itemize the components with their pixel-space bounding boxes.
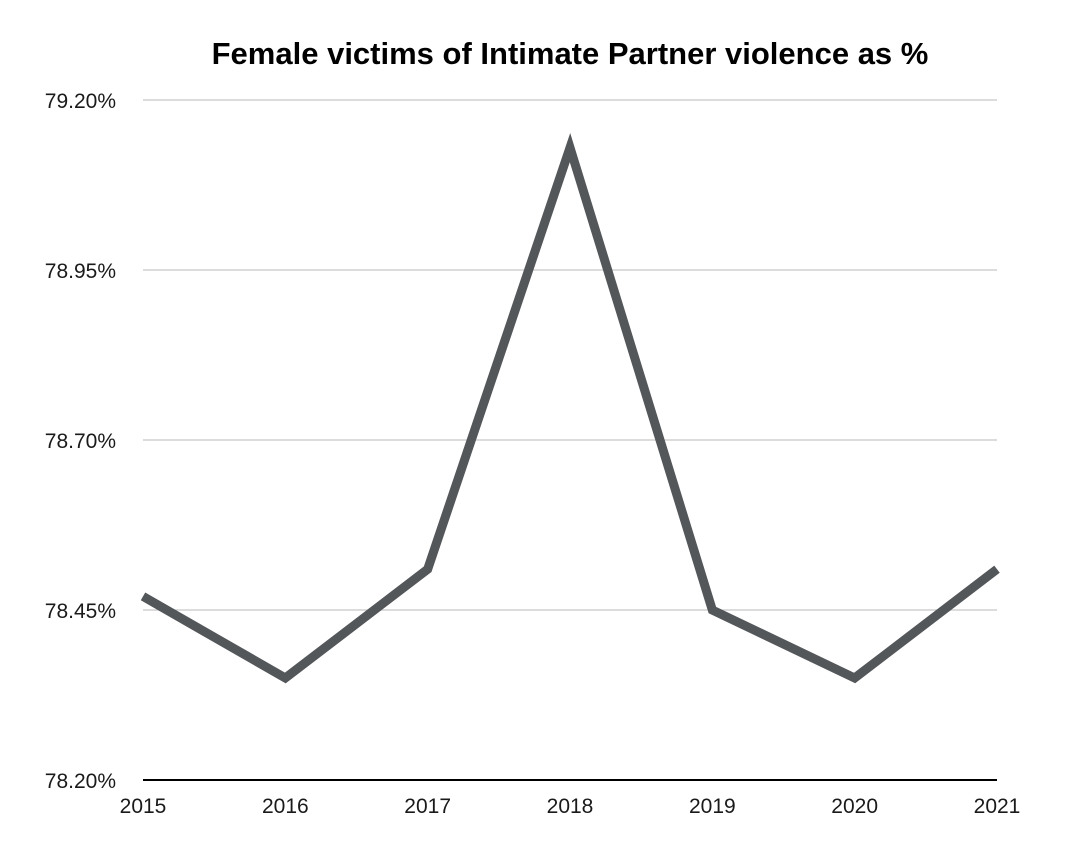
y-axis-tick-labels: 78.20% 78.45% 78.70% 78.95% 79.20% bbox=[45, 90, 116, 793]
x-tick-label: 2018 bbox=[547, 795, 594, 818]
series-lines bbox=[140, 132, 1000, 684]
x-tick-label: 2019 bbox=[689, 795, 736, 818]
x-tick-label: 2016 bbox=[262, 795, 309, 818]
y-tick-label: 78.70% bbox=[45, 430, 116, 453]
y-tick-label: 78.95% bbox=[45, 260, 116, 283]
x-tick-label: 2017 bbox=[404, 795, 451, 818]
gridlines bbox=[143, 99, 997, 611]
x-tick-label: 2020 bbox=[831, 795, 878, 818]
chart-title: Female victims of Intimate Partner viole… bbox=[212, 36, 929, 71]
x-tick-label: 2021 bbox=[974, 795, 1021, 818]
x-axis-tick-labels: 2015 2016 2017 2018 2019 2020 2021 bbox=[120, 795, 1021, 818]
y-tick-label: 78.45% bbox=[45, 600, 116, 623]
y-tick-label: 78.20% bbox=[45, 770, 116, 793]
y-tick-label: 79.20% bbox=[45, 90, 116, 113]
series-line bbox=[140, 132, 1000, 684]
x-tick-label: 2015 bbox=[120, 795, 167, 818]
